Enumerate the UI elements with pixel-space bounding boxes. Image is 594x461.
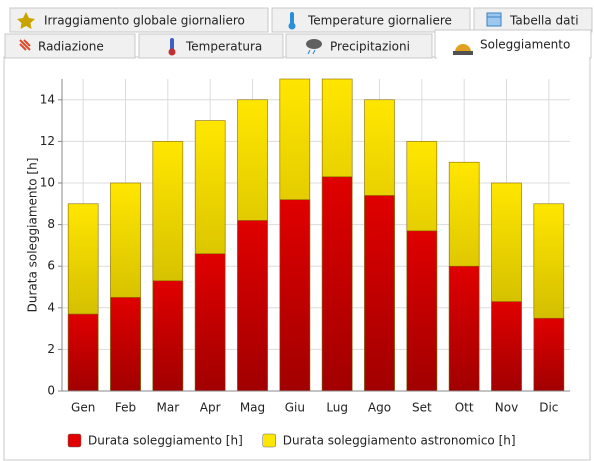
legend-swatch [67,433,82,448]
tab-label: Temperatura [185,40,262,54]
y-tick-label: 8 [47,217,55,231]
x-tick-label: Mag [240,401,265,415]
y-tick-label: 4 [47,300,55,314]
x-tick-label: Apr [200,401,221,415]
x-tick-label: Set [412,401,432,415]
x-tick-label: Mar [157,401,180,415]
tab-label: Temperature giornaliere [307,14,452,28]
bar-shade [110,297,141,391]
tab-selected[interactable]: Soleggiamento [434,29,592,60]
x-tick-label: Lug [326,401,348,415]
tab[interactable]: Precipitazioni [285,33,433,59]
legend-label: Durata soleggiamento astronomico [h] [283,434,516,448]
tab[interactable]: Tabella dati [473,7,593,33]
y-tick-label: 2 [47,342,55,356]
y-tick-label: 12 [40,134,55,148]
tab-label: Irraggiamento globale giornaliero [44,14,245,28]
bar-shade [406,230,437,391]
x-tick-label: Dic [539,401,558,415]
tab-label: Radiazione [38,40,104,54]
bar-shade [491,301,522,391]
y-tick-label: 0 [47,384,55,398]
tab[interactable]: Irraggiamento globale giornaliero [9,7,269,33]
tab-label: Soleggiamento [480,38,570,52]
bar-shade [237,220,268,391]
y-tick-label: 14 [40,92,55,106]
bar-shade [152,280,183,391]
x-tick-label: Feb [115,401,136,415]
tab[interactable]: Temperature giornaliere [271,7,471,33]
tab[interactable]: Temperatura [138,33,284,59]
legend-label: Durata soleggiamento [h] [88,434,243,448]
x-tick-label: Giu [285,401,305,415]
bar-shade [364,195,395,391]
tab[interactable]: Radiazione [4,33,136,59]
bar-shade [68,314,99,391]
tab-label: Tabella dati [509,14,579,28]
bar-shade [322,176,353,391]
y-tick-label: 6 [47,259,55,273]
x-tick-label: Nov [495,401,518,415]
plot-area [62,79,570,391]
x-tick-label: Ago [368,401,391,415]
legend-swatch [262,433,276,448]
y-axis-label: Durata soleggiamento [h] [26,158,40,313]
bar-shade [195,253,226,391]
bar-shade [533,318,564,391]
x-tick-label: Gen [71,401,95,415]
y-tick-label: 10 [40,176,55,190]
bar-shade [449,266,480,391]
bar-shade [279,199,310,391]
x-tick-label: Ott [455,401,474,415]
tab-label: Precipitazioni [330,40,410,54]
